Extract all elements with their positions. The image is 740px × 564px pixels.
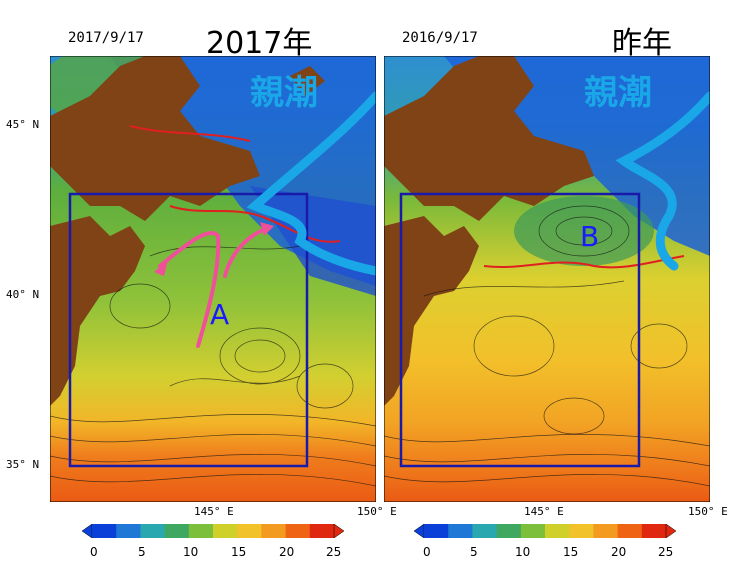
panel-2-study-box [399,192,641,468]
colorbar-cell [116,524,141,538]
colorbar-max-tip [333,524,344,538]
colorbar-cell [472,524,498,538]
lat-label-45: 45° N [6,118,40,131]
cb2-tick-25: 25 [658,545,674,559]
cb1-tick-5: 5 [138,545,146,559]
cb1-tick-20: 20 [279,545,295,559]
land-hokkaido-2 [384,56,594,221]
colorbar-cell [140,524,166,538]
panel-1-oyashio-arrow [246,91,376,276]
colorbar-min-tip [82,524,93,538]
cb2-tick-10: 10 [515,545,531,559]
cb2-tick-5: 5 [470,545,478,559]
land-honshu-2 [384,216,479,406]
colorbar-2 [414,524,676,538]
panel-1-current-label: 親潮 [250,73,318,113]
colorbar-cell [164,524,190,538]
panel-2-lon-label-150: 150° E [688,505,728,518]
panel-1-date: 2017/9/17 [68,30,144,46]
colorbar-cell [496,524,522,538]
colorbar-cell [617,524,643,538]
colorbar-cell [188,524,214,538]
cb1-tick-15: 15 [231,545,247,559]
colorbar-1 [82,524,344,538]
colorbar-cell [261,524,287,538]
panel-2-date: 2016/9/17 [402,30,478,46]
panel-2-current-label: 親潮 [584,73,652,113]
panel-1-study-box [68,192,309,468]
panel-1-sst-map: 親潮 A [50,56,376,502]
land-hokkaido [50,56,260,221]
colorbar-cell [92,524,117,538]
panel-2-marker: B [580,220,599,253]
lat-label-35: 35° N [6,458,40,471]
colorbar-max-tip [665,524,676,538]
panel-2-lon-label-145: 145° E [524,505,564,518]
lat-label-40: 40° N [6,288,40,301]
cb2-tick-15: 15 [563,545,579,559]
colorbar-cell [520,524,546,538]
panel-2-title: 昨年 [612,26,672,61]
panel-2-oyashio-arrow [615,91,710,271]
colorbar-cell [569,524,594,538]
cb1-tick-10: 10 [183,545,199,559]
cb1-tick-0: 0 [90,545,98,559]
panel-1-lon-label-145: 145° E [194,505,234,518]
colorbar-cell [593,524,619,538]
colorbar-cell [641,524,667,538]
colorbar-min-tip [414,524,425,538]
panel-1-title: 2017年 [206,26,313,61]
colorbar-cell [213,524,238,538]
panel-1-marker: A [210,298,229,331]
colorbar-cell [424,524,449,538]
panel-1-pink-arrows [158,226,270,348]
colorbar-cell [285,524,311,538]
panel-2-sst-map: 親潮 B [384,56,710,502]
land-honshu [50,216,145,406]
colorbar-cell [237,524,262,538]
cb2-tick-0: 0 [423,545,431,559]
land-kuril [290,66,325,96]
colorbar-cell [448,524,473,538]
colorbar-cell [545,524,570,538]
cb2-tick-20: 20 [611,545,627,559]
cb1-tick-25: 25 [326,545,342,559]
panel-1-lon-label-150: 150° E [357,505,397,518]
colorbar-cell [309,524,335,538]
